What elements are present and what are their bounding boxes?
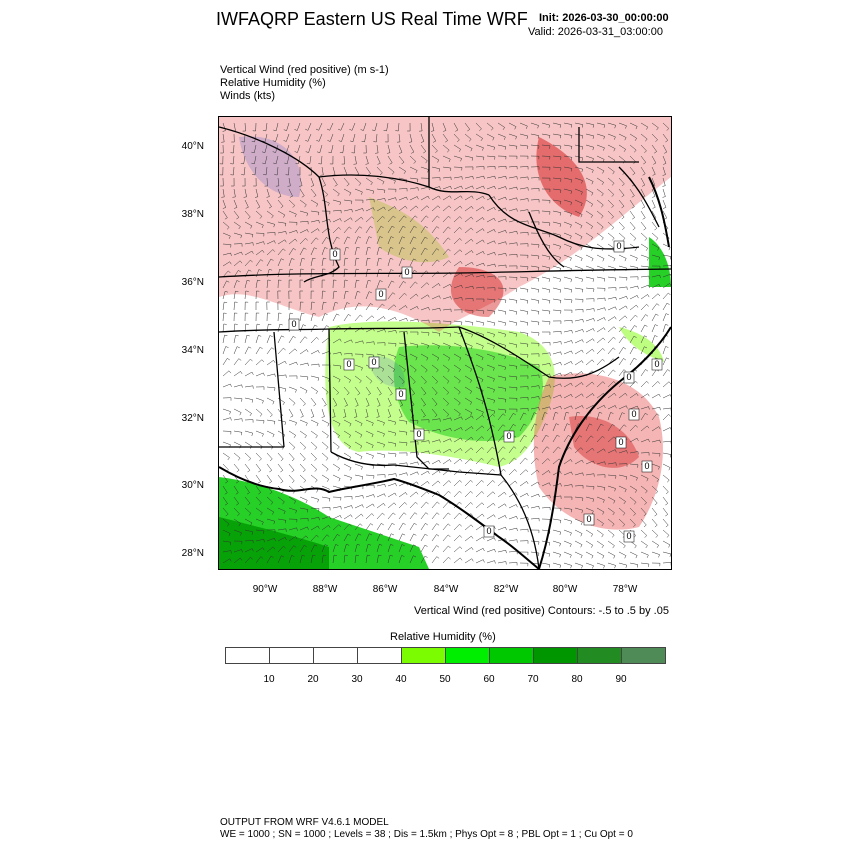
colorbar-box bbox=[534, 648, 578, 663]
colorbar-box bbox=[226, 648, 270, 663]
colorbar-box bbox=[446, 648, 490, 663]
contour-label: 0 bbox=[486, 526, 491, 536]
contour-label: 0 bbox=[332, 249, 337, 259]
model-info: OUTPUT FROM WRF V4.6.1 MODEL bbox=[220, 817, 389, 828]
colorbar-box bbox=[314, 648, 358, 663]
page-title: IWFAQRP Eastern US Real Time WRF bbox=[216, 9, 528, 29]
colorbar-label: 90 bbox=[615, 674, 627, 685]
contour-label-box bbox=[368, 356, 380, 369]
colorbar-label: 20 bbox=[307, 674, 319, 685]
contour-label: 0 bbox=[616, 241, 621, 251]
colorbar-title: Relative Humidity (%) bbox=[390, 631, 496, 643]
contour-label-box bbox=[615, 436, 627, 449]
contour-label-box bbox=[375, 288, 387, 301]
colorbar-box bbox=[270, 648, 314, 663]
model-settings: WE = 1000 ; SN = 1000 ; Levels = 38 ; Di… bbox=[220, 829, 633, 840]
colorbar-label: 40 bbox=[395, 674, 407, 685]
colorbar-label: 30 bbox=[351, 674, 363, 685]
map-canvas: 0 0 0 0 0 0 0 0 0 0 0 0 0 0 0 0 0 0 bbox=[219, 117, 671, 569]
lat-label: 32°N bbox=[181, 413, 204, 424]
coastline bbox=[219, 176, 671, 569]
contour-note: Vertical Wind (red positive) Contours: -… bbox=[414, 605, 669, 617]
contour-label: 0 bbox=[654, 359, 659, 369]
lon-label: 78°W bbox=[612, 584, 638, 595]
contour-label-box bbox=[395, 388, 407, 401]
contour-label-box bbox=[329, 248, 341, 261]
colorbar-box bbox=[402, 648, 446, 663]
contour-label: 0 bbox=[291, 319, 296, 329]
field-label-relative-humidity: Relative Humidity (%) bbox=[220, 77, 326, 89]
contour-label: 0 bbox=[378, 289, 383, 299]
state-boundaries bbox=[219, 117, 671, 569]
contour-label: 0 bbox=[346, 359, 351, 369]
contour-label: 0 bbox=[626, 372, 631, 382]
contour-label-box bbox=[613, 240, 625, 253]
vertical-wind-shading bbox=[219, 117, 671, 530]
colorbar-label: 70 bbox=[527, 674, 539, 685]
lon-label: 86°W bbox=[372, 584, 398, 595]
colorbar-label: 50 bbox=[439, 674, 451, 685]
contour-label: 0 bbox=[404, 267, 409, 277]
contour-label-box bbox=[483, 525, 495, 538]
contour-label-box bbox=[623, 371, 635, 384]
contour-labels: 0 0 0 0 0 0 0 0 0 0 0 0 0 0 0 0 0 0 bbox=[288, 240, 663, 543]
contour-label-box bbox=[413, 428, 425, 441]
colorbar-box bbox=[622, 648, 665, 663]
wind-barbs bbox=[219, 122, 671, 569]
contour-label: 0 bbox=[416, 429, 421, 439]
contour-label-box bbox=[503, 430, 515, 443]
contour-label: 0 bbox=[631, 409, 636, 419]
colorbar-box bbox=[578, 648, 622, 663]
colorbar-label: 60 bbox=[483, 674, 495, 685]
contour-label-box bbox=[401, 266, 413, 279]
lon-label: 90°W bbox=[252, 584, 278, 595]
colorbar-box bbox=[490, 648, 534, 663]
lon-label: 82°W bbox=[493, 584, 519, 595]
lat-label: 28°N bbox=[181, 548, 204, 559]
lat-label: 30°N bbox=[181, 480, 204, 491]
lon-label: 84°W bbox=[433, 584, 459, 595]
contour-label-box bbox=[623, 530, 635, 543]
lon-label: 80°W bbox=[552, 584, 578, 595]
colorbar-label: 10 bbox=[263, 674, 275, 685]
lat-label: 36°N bbox=[181, 277, 204, 288]
contour-label: 0 bbox=[618, 437, 623, 447]
contour-label: 0 bbox=[371, 357, 376, 367]
map-panel: 0 0 0 0 0 0 0 0 0 0 0 0 0 0 0 0 0 0 bbox=[218, 116, 672, 570]
contour-label: 0 bbox=[586, 514, 591, 524]
contour-label-box bbox=[288, 318, 300, 331]
contour-label-box bbox=[583, 513, 595, 526]
colorbar-box bbox=[358, 648, 402, 663]
contour-label: 0 bbox=[506, 431, 511, 441]
contour-label-box bbox=[343, 358, 355, 371]
lat-label: 38°N bbox=[181, 209, 204, 220]
colorbar-label: 80 bbox=[571, 674, 583, 685]
humidity-shading bbox=[219, 197, 671, 569]
contour-label: 0 bbox=[626, 531, 631, 541]
contour-label-box bbox=[628, 408, 640, 421]
contour-label-box bbox=[641, 460, 653, 473]
valid-time: Valid: 2026-03-31_03:00:00 bbox=[528, 26, 663, 38]
field-label-vertical-wind: Vertical Wind (red positive) (m s-1) bbox=[220, 64, 389, 76]
lon-label: 88°W bbox=[312, 584, 338, 595]
lat-label: 34°N bbox=[181, 345, 204, 356]
colorbar bbox=[225, 647, 666, 664]
contour-label-box bbox=[651, 358, 663, 371]
contour-label: 0 bbox=[644, 461, 649, 471]
field-label-winds: Winds (kts) bbox=[220, 90, 275, 102]
contour-label: 0 bbox=[398, 389, 403, 399]
init-time: Init: 2026-03-30_00:00:00 bbox=[539, 12, 669, 24]
lat-label: 40°N bbox=[181, 141, 204, 152]
